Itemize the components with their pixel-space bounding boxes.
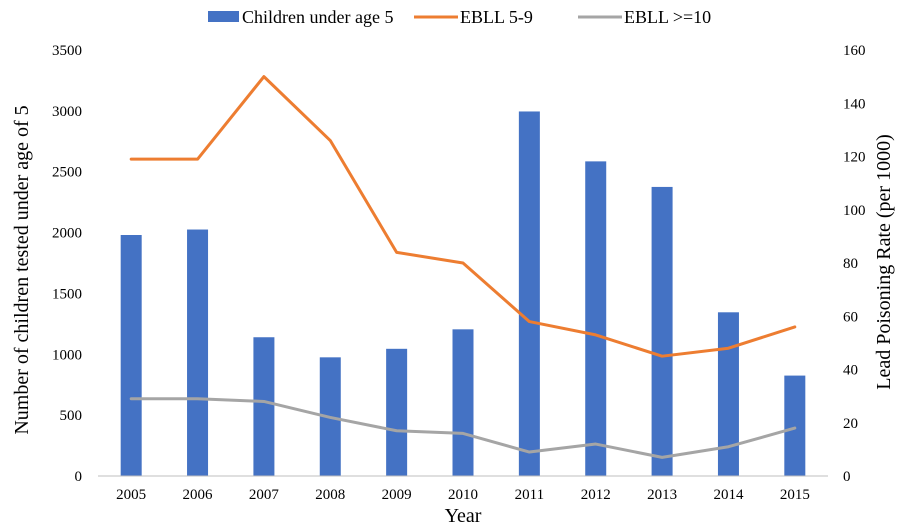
legend-swatch (208, 11, 239, 22)
left-axis-tick-label: 1500 (52, 286, 82, 302)
x-axis-tick-label: 2012 (581, 487, 611, 503)
bar (518, 111, 540, 477)
legend: Children under age 5 EBLL 5-9 EBLL >=10 (208, 7, 711, 27)
x-axis-tick-label: 2010 (448, 487, 478, 503)
x-axis-title: Year (445, 505, 482, 527)
right-axis-title: Lead Poisoning Rate (per 1000) (873, 134, 895, 390)
right-axis-tick-label: 80 (843, 256, 858, 272)
x-axis-tick-label: 2013 (647, 487, 677, 503)
x-axis-tick-label: 2005 (116, 487, 146, 503)
bar-series (120, 111, 806, 477)
right-axis-ticks: 0 20 40 60 80 100 120 140 160 (843, 43, 866, 485)
bar (452, 329, 474, 476)
right-axis-tick-label: 160 (843, 43, 866, 59)
left-axis-tick-label: 2000 (52, 226, 82, 242)
left-axis-title: Number of children tested under age of 5 (11, 105, 33, 434)
left-axis-tick-label: 3000 (52, 104, 82, 120)
bar (651, 186, 673, 476)
x-axis-tick-label: 2006 (183, 487, 214, 503)
right-axis-tick-label: 40 (843, 363, 858, 379)
plot-area (98, 75, 828, 477)
left-axis-tick-label: 2500 (52, 165, 82, 181)
x-axis-tick-label: 2011 (515, 487, 544, 503)
x-axis-ticks: 2005 2006 2007 2008 2009 2010 2011 2012 2013 2014… (116, 487, 810, 503)
left-axis-tick-label: 1000 (52, 347, 82, 363)
legend-label: EBLL >=10 (624, 7, 711, 27)
bar (120, 235, 142, 476)
x-axis-tick-label: 2008 (315, 487, 345, 503)
legend-label: Children under age 5 (242, 7, 393, 27)
bar (386, 348, 408, 476)
right-axis-tick-label: 60 (843, 309, 858, 325)
right-axis-tick-label: 120 (843, 150, 866, 166)
legend-label: EBLL 5-9 (460, 7, 533, 27)
right-axis-tick-label: 100 (843, 203, 866, 219)
right-axis-tick-label: 140 (843, 96, 866, 112)
left-axis-tick-label: 500 (60, 408, 83, 424)
right-axis-tick-label: 20 (843, 416, 858, 432)
series-line (129, 397, 797, 459)
bar (187, 229, 209, 476)
x-axis-tick-label: 2015 (780, 487, 810, 503)
line-series (129, 75, 797, 459)
right-axis-tick-label: 0 (843, 469, 851, 485)
x-axis-tick-label: 2007 (249, 487, 280, 503)
series-line (129, 75, 797, 358)
bar (253, 337, 275, 476)
bar (717, 312, 739, 476)
left-axis-tick-label: 3500 (52, 43, 82, 59)
left-axis-ticks: 0 500 1000 1500 2000 2500 3000 3500 (52, 43, 82, 485)
bar (784, 375, 806, 476)
left-axis-tick-label: 0 (75, 469, 83, 485)
bar (585, 161, 607, 476)
x-axis-tick-label: 2014 (713, 487, 744, 503)
x-axis-tick-label: 2009 (382, 487, 412, 503)
